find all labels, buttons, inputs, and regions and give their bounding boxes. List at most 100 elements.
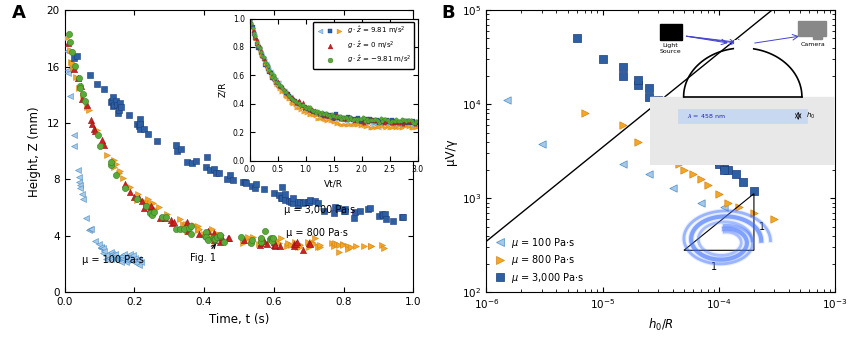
Point <box>340 116 354 121</box>
Point <box>380 124 393 129</box>
Point <box>84 226 97 231</box>
Point <box>137 205 151 211</box>
Point <box>295 103 309 109</box>
Point <box>245 26 259 31</box>
Point <box>341 243 355 248</box>
Point <box>278 87 292 93</box>
Point <box>373 120 387 125</box>
Point <box>409 119 423 125</box>
Point <box>284 96 298 101</box>
Point <box>250 182 263 187</box>
Point <box>338 115 351 120</box>
Point <box>338 116 352 122</box>
Point <box>97 86 111 92</box>
Point <box>280 93 294 98</box>
Point <box>338 119 352 124</box>
Point <box>300 106 313 112</box>
Point <box>406 123 420 128</box>
Point <box>364 243 378 248</box>
Point <box>357 116 371 121</box>
Point <box>296 104 310 110</box>
Point <box>272 83 286 89</box>
Point <box>323 113 337 118</box>
Point <box>408 120 422 125</box>
Point <box>500 98 514 103</box>
Point <box>282 97 296 102</box>
Point <box>291 101 305 106</box>
Point <box>312 116 325 122</box>
Point <box>350 122 364 127</box>
Point <box>677 119 691 124</box>
Point <box>303 105 317 111</box>
Point <box>285 94 299 99</box>
Point <box>139 203 152 209</box>
Point <box>108 256 122 261</box>
Point <box>278 192 292 197</box>
Point <box>398 118 412 123</box>
Point <box>305 107 319 112</box>
Point <box>280 89 294 95</box>
Legend: $g\cdot\hat{z}$ = 9.81 m/s$^2$, $g\cdot\hat{z}$ = 0 m/s$^2$, $g\cdot\hat{z}$ = $: $g\cdot\hat{z}$ = 9.81 m/s$^2$, $g\cdot\… <box>313 22 414 69</box>
Point <box>256 53 269 58</box>
Point <box>398 120 412 125</box>
Point <box>294 107 307 112</box>
Point <box>121 184 135 189</box>
Point <box>312 244 325 249</box>
Point <box>322 114 336 120</box>
Point <box>767 216 781 222</box>
Point <box>281 92 294 98</box>
Point <box>288 239 302 245</box>
Point <box>382 119 396 124</box>
Point <box>273 243 287 248</box>
Point <box>201 237 214 242</box>
Point <box>60 48 74 53</box>
Point <box>199 165 213 170</box>
Point <box>285 96 299 101</box>
Point <box>207 230 220 236</box>
Point <box>252 47 266 52</box>
Point <box>113 100 127 106</box>
Point <box>378 125 392 130</box>
Point <box>300 104 314 110</box>
Point <box>320 112 334 117</box>
Point <box>287 242 300 247</box>
Point <box>319 119 332 124</box>
Point <box>309 110 323 115</box>
Point <box>616 162 630 167</box>
Point <box>245 237 259 243</box>
Point <box>268 243 282 249</box>
Point <box>265 74 279 79</box>
Point <box>252 48 266 53</box>
Point <box>108 252 122 257</box>
Point <box>258 59 272 65</box>
Point <box>400 123 413 128</box>
Point <box>268 78 282 83</box>
Point <box>411 124 424 130</box>
Point <box>369 118 382 123</box>
Point <box>209 234 223 240</box>
Point <box>298 104 312 110</box>
Point <box>400 121 413 127</box>
Point <box>375 213 389 218</box>
Point <box>341 246 355 251</box>
Point <box>666 111 679 116</box>
Point <box>642 85 656 90</box>
Point <box>180 225 194 231</box>
Point <box>313 115 327 120</box>
Point <box>269 79 283 84</box>
Point <box>311 111 325 117</box>
Point <box>67 143 81 148</box>
Point <box>631 139 645 144</box>
Point <box>342 122 356 128</box>
Point <box>254 49 268 55</box>
Point <box>378 116 392 121</box>
Point <box>149 206 163 212</box>
Point <box>278 89 292 95</box>
Point <box>369 118 383 123</box>
Point <box>346 118 360 124</box>
Point <box>393 121 406 127</box>
Point <box>250 40 263 45</box>
Point <box>294 200 307 205</box>
Point <box>288 99 301 104</box>
Point <box>331 205 345 211</box>
